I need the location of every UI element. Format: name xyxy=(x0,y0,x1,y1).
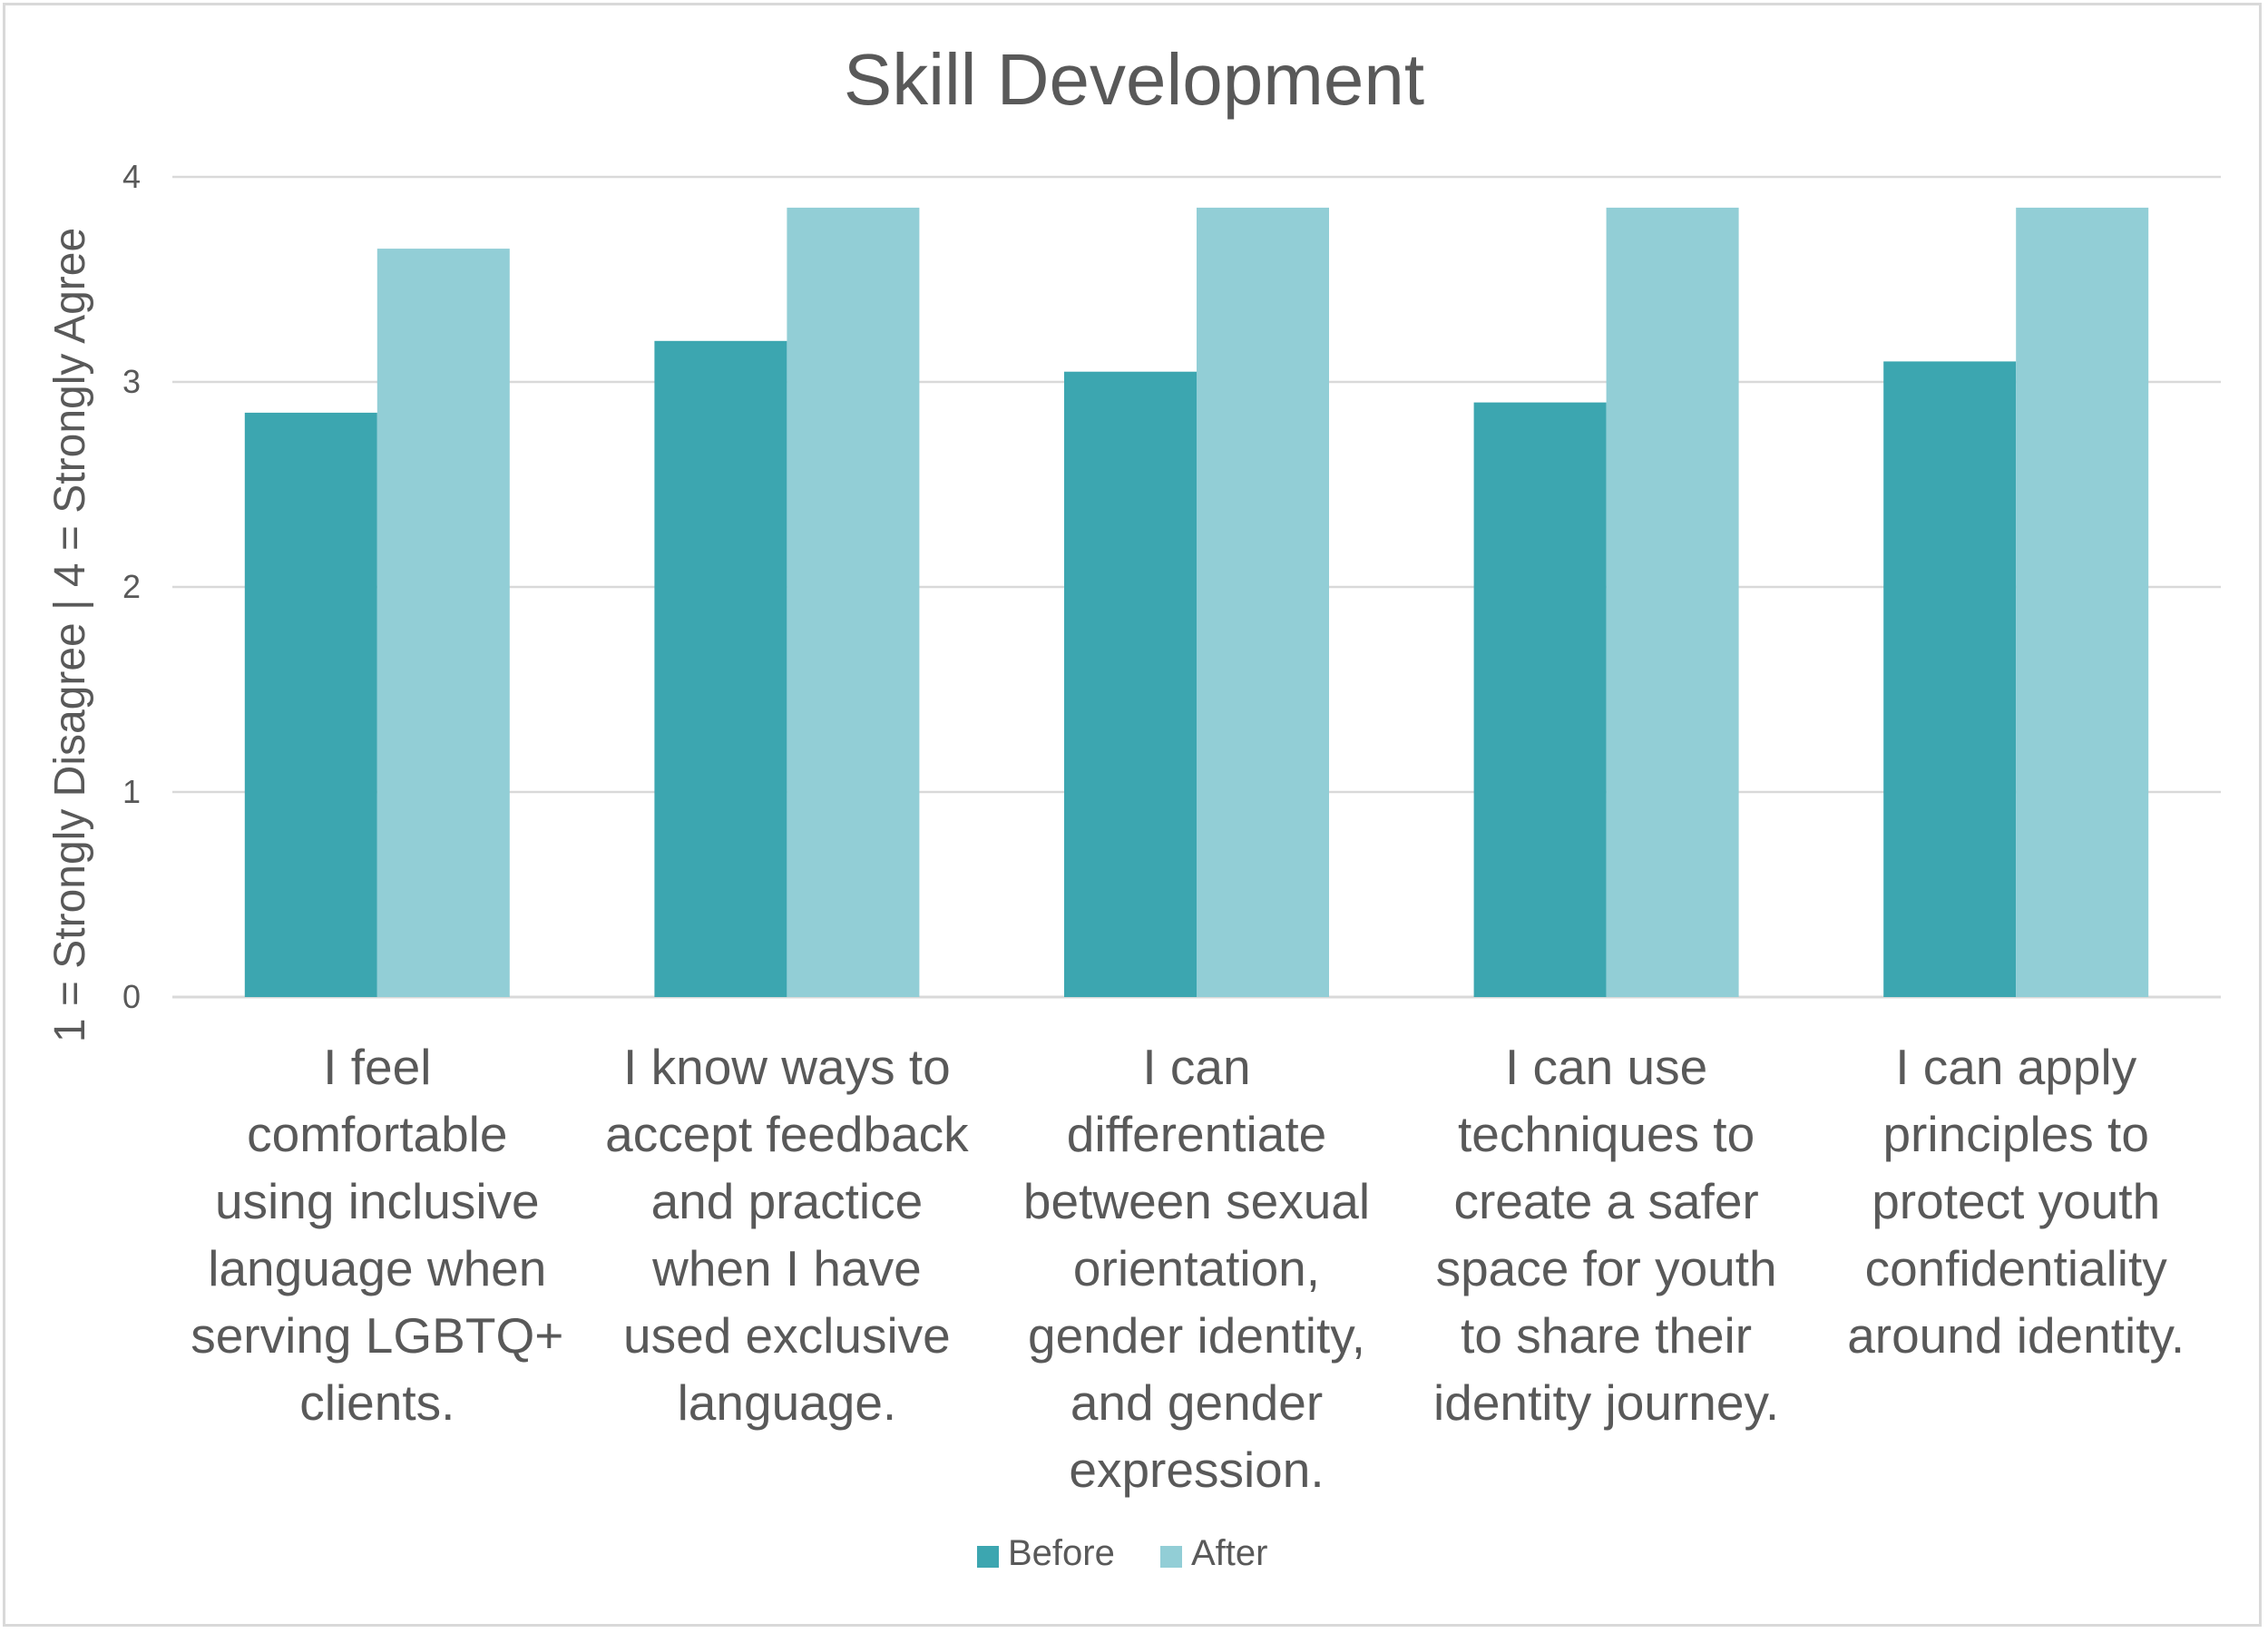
bar-before-3 xyxy=(1064,371,1197,997)
bar-before-4 xyxy=(1473,402,1607,998)
legend-label-after: After xyxy=(1191,1533,1267,1573)
y-tick-label: 0 xyxy=(122,978,141,1015)
category-label: I can use techniques to create a safer spac… xyxy=(1433,1039,1779,1431)
bar-after-1 xyxy=(376,249,510,998)
legend: Before After xyxy=(977,1533,1267,1573)
y-tick-label: 3 xyxy=(122,363,141,400)
legend-swatch-before xyxy=(977,1546,999,1568)
x-tick-labels: I feel comfortable using inclusive language… xyxy=(191,1039,2185,1498)
chart-title: Skill Development xyxy=(844,39,1424,120)
bar-before-2 xyxy=(654,340,787,997)
bar-before-5 xyxy=(1883,361,2017,997)
bars xyxy=(244,207,2149,998)
category-label: I know ways to accept feedback and practic… xyxy=(605,1039,969,1431)
y-axis-label: 1 = Strongly Disagree | 4 = Strongly Agr… xyxy=(46,228,94,1042)
bar-after-3 xyxy=(1197,207,1329,997)
y-tick-label: 1 xyxy=(122,773,141,810)
category-label: I can apply principles to protect youth con… xyxy=(1847,1039,2185,1364)
legend-swatch-after xyxy=(1160,1546,1182,1568)
bar-after-5 xyxy=(2016,207,2149,997)
y-tick-label: 2 xyxy=(122,568,141,605)
y-ticks: 0 1 2 3 4 xyxy=(122,158,141,1015)
y-tick-label: 4 xyxy=(122,158,141,195)
bar-after-2 xyxy=(787,207,920,997)
bar-after-4 xyxy=(1606,207,1739,997)
legend-label-before: Before xyxy=(1008,1533,1115,1573)
category-label: I can differentiate between sexual orientat… xyxy=(1023,1039,1370,1498)
bar-before-1 xyxy=(244,412,377,997)
category-label: I feel comfortable using inclusive language… xyxy=(191,1039,563,1431)
